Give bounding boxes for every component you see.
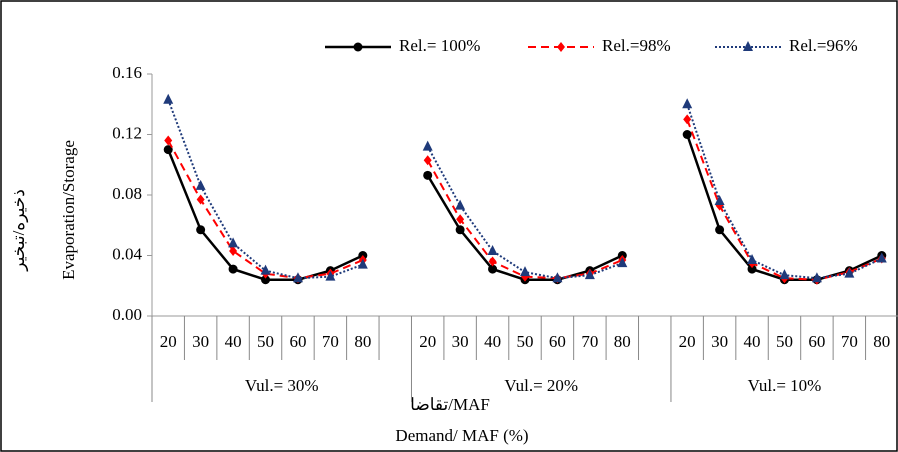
data-point	[487, 244, 498, 255]
data-point	[357, 258, 368, 269]
x-tick-label: 70	[581, 332, 598, 351]
legend-marker	[353, 42, 363, 52]
data-point	[228, 237, 239, 248]
data-point	[261, 275, 271, 285]
x-tick-label: 20	[160, 332, 177, 351]
data-point	[844, 267, 855, 278]
y-tick-label: 0.12	[112, 123, 142, 142]
y-tick-label: 0.04	[112, 244, 142, 263]
x-tick-label: 20	[419, 332, 436, 351]
data-point	[520, 266, 530, 277]
data-point	[325, 270, 336, 281]
group-label: Vul.= 20%	[504, 376, 578, 395]
series-line	[167, 119, 883, 281]
data-point	[876, 252, 887, 263]
y-axis-title: Evaporation/Storage	[59, 140, 78, 280]
data-point	[682, 98, 693, 109]
x-tick-label: 60	[808, 332, 825, 351]
data-point	[196, 194, 205, 205]
data-point	[260, 264, 271, 275]
data-point	[455, 225, 465, 235]
x-tick-label: 80	[873, 332, 890, 351]
data-point	[229, 245, 238, 256]
legend-marker	[743, 41, 753, 51]
x-tick-label: 50	[517, 332, 534, 351]
data-point	[164, 135, 173, 146]
x-tick-label: 60	[549, 332, 566, 351]
legend-label: Rel.=96%	[789, 36, 858, 55]
x-tick-label: 30	[452, 332, 469, 351]
data-point	[195, 179, 206, 190]
y-tick-label: 0.16	[112, 63, 142, 82]
data-point	[196, 225, 206, 235]
data-point	[488, 264, 498, 274]
x-tick-label: 50	[257, 332, 274, 351]
data-point	[683, 114, 692, 125]
data-point	[747, 254, 758, 265]
data-point	[228, 264, 238, 274]
legend-marker	[557, 42, 565, 52]
x-tick-label: 70	[322, 332, 339, 351]
data-point	[682, 130, 692, 139]
data-point	[811, 272, 822, 283]
data-point	[456, 214, 465, 225]
x-tick-label: 70	[841, 332, 858, 351]
x-tick-label: 80	[354, 332, 371, 351]
y-tick-label: 0.08	[112, 184, 142, 203]
group-label: Vul.= 30%	[245, 376, 319, 395]
y-axis-title-2: ذخیره/تبخیر	[9, 189, 29, 272]
data-point	[747, 264, 757, 274]
series-line	[167, 134, 883, 281]
x-axis-title: Demand/ MAF (%)	[395, 426, 528, 445]
data-point	[617, 257, 628, 268]
x-tick-label: 40	[744, 332, 761, 351]
x-tick-label: 50	[776, 332, 793, 351]
x-tick-label: 80	[614, 332, 631, 351]
data-point	[423, 155, 432, 166]
y-tick-label: 0.00	[112, 305, 142, 324]
series-line	[167, 99, 883, 280]
data-point	[163, 145, 173, 155]
legend-label: Rel.=98%	[602, 36, 671, 55]
data-point	[292, 272, 303, 283]
data-point	[552, 272, 563, 283]
data-point	[715, 225, 725, 235]
data-point	[422, 140, 433, 151]
group-label: Vul.= 10%	[748, 376, 822, 395]
data-point	[488, 256, 497, 267]
x-tick-label: 30	[711, 332, 728, 351]
x-axis-title-2: تقاضا/MAF	[410, 395, 490, 414]
data-point	[779, 269, 790, 280]
data-point	[423, 170, 433, 180]
legend-label: Rel.= 100%	[399, 36, 480, 55]
data-point	[163, 93, 174, 104]
x-tick-label: 40	[225, 332, 242, 351]
x-tick-label: 30	[192, 332, 209, 351]
x-tick-label: 20	[679, 332, 696, 351]
x-tick-label: 60	[289, 332, 306, 351]
x-tick-label: 40	[484, 332, 501, 351]
data-point	[714, 195, 725, 206]
data-point	[584, 269, 595, 280]
data-point	[455, 199, 466, 210]
